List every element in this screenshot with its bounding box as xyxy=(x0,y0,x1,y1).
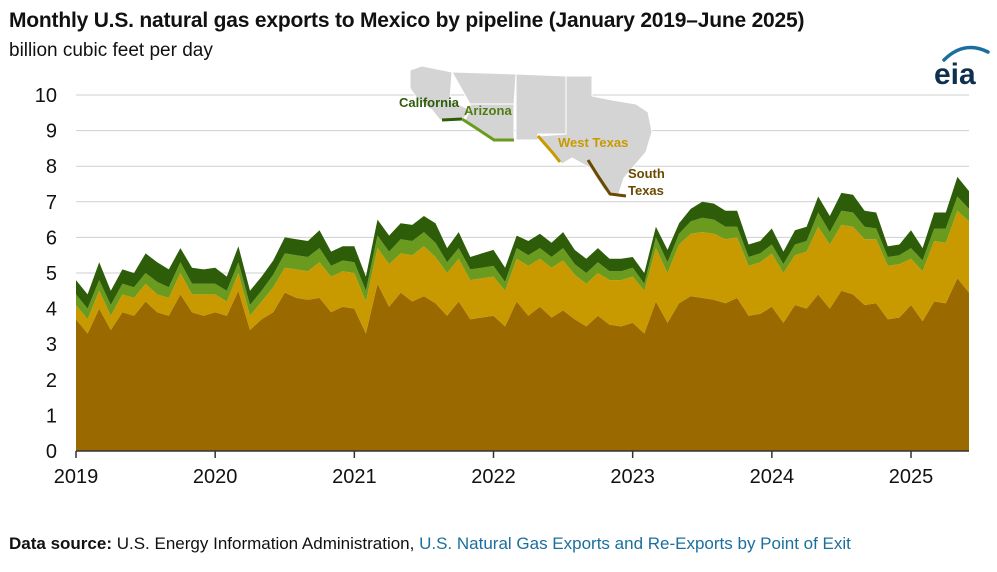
map-label-south-texas-1: South xyxy=(628,166,665,181)
pipeline-south-texas xyxy=(586,159,627,198)
y-tick-label: 10 xyxy=(35,85,57,107)
series-area-arizona xyxy=(76,196,969,320)
y-tick-label: 4 xyxy=(46,299,57,321)
y-tick-label: 7 xyxy=(46,192,57,214)
pipeline-west-texas xyxy=(536,135,562,163)
chart-area: 0 1 2 3 4 5 6 7 8 9 10 2019 2020 2021 2022 2023 2024 202… xyxy=(35,65,969,488)
chart-subtitle: billion cubic feet per day xyxy=(9,40,213,61)
y-tick-label: 2 xyxy=(46,370,57,392)
x-tick-label: 2023 xyxy=(610,466,655,488)
y-tick-label: 9 xyxy=(46,121,57,143)
map-state-nevada-utah xyxy=(451,71,517,105)
y-axis-ticks: 0 1 2 3 4 5 6 7 8 9 10 xyxy=(35,85,57,463)
series-area-south-texas xyxy=(76,278,969,451)
series-area-california xyxy=(76,176,969,309)
pipeline-arizona xyxy=(461,117,514,142)
chart-title: Monthly U.S. natural gas exports to Mexi… xyxy=(9,9,805,32)
y-tick-label: 5 xyxy=(46,263,57,285)
x-tick-label: 2021 xyxy=(332,466,377,488)
data-source-footer: Data source: U.S. Energy Information Adm… xyxy=(9,534,851,554)
eia-logo: eia xyxy=(934,45,990,90)
x-tick-label: 2025 xyxy=(889,466,934,488)
map-state-california xyxy=(409,65,471,121)
x-tick-label: 2022 xyxy=(471,466,516,488)
source-label: Data source: xyxy=(9,534,112,553)
map-label-west-texas: West Texas xyxy=(558,135,628,150)
pipeline-california xyxy=(441,117,463,122)
y-tick-label: 1 xyxy=(46,405,57,427)
map-label-arizona: Arizona xyxy=(464,103,512,118)
x-axis-ticks: 2019 2020 2021 2022 2023 2024 2025 xyxy=(54,451,934,488)
eia-logo-text: eia xyxy=(934,58,976,90)
x-tick-label: 2024 xyxy=(750,466,795,488)
x-tick-label: 2020 xyxy=(193,466,238,488)
map-state-new-mexico xyxy=(515,73,567,141)
source-text: U.S. Energy Information Administration, xyxy=(116,534,415,553)
source-link[interactable]: U.S. Natural Gas Exports and Re-Exports … xyxy=(419,534,851,553)
map-label-california: California xyxy=(399,95,460,110)
stacked-areas xyxy=(76,176,969,451)
y-tick-label: 0 xyxy=(46,441,57,463)
x-tick-label: 2019 xyxy=(54,466,99,488)
y-tick-label: 3 xyxy=(46,334,57,356)
map-label-south-texas-2: Texas xyxy=(628,183,664,198)
pipeline-map-inset: California Arizona West Texas South Texa… xyxy=(399,65,665,198)
y-tick-label: 8 xyxy=(46,156,57,178)
y-tick-label: 6 xyxy=(46,227,57,249)
series-area-west-texas xyxy=(76,210,969,334)
